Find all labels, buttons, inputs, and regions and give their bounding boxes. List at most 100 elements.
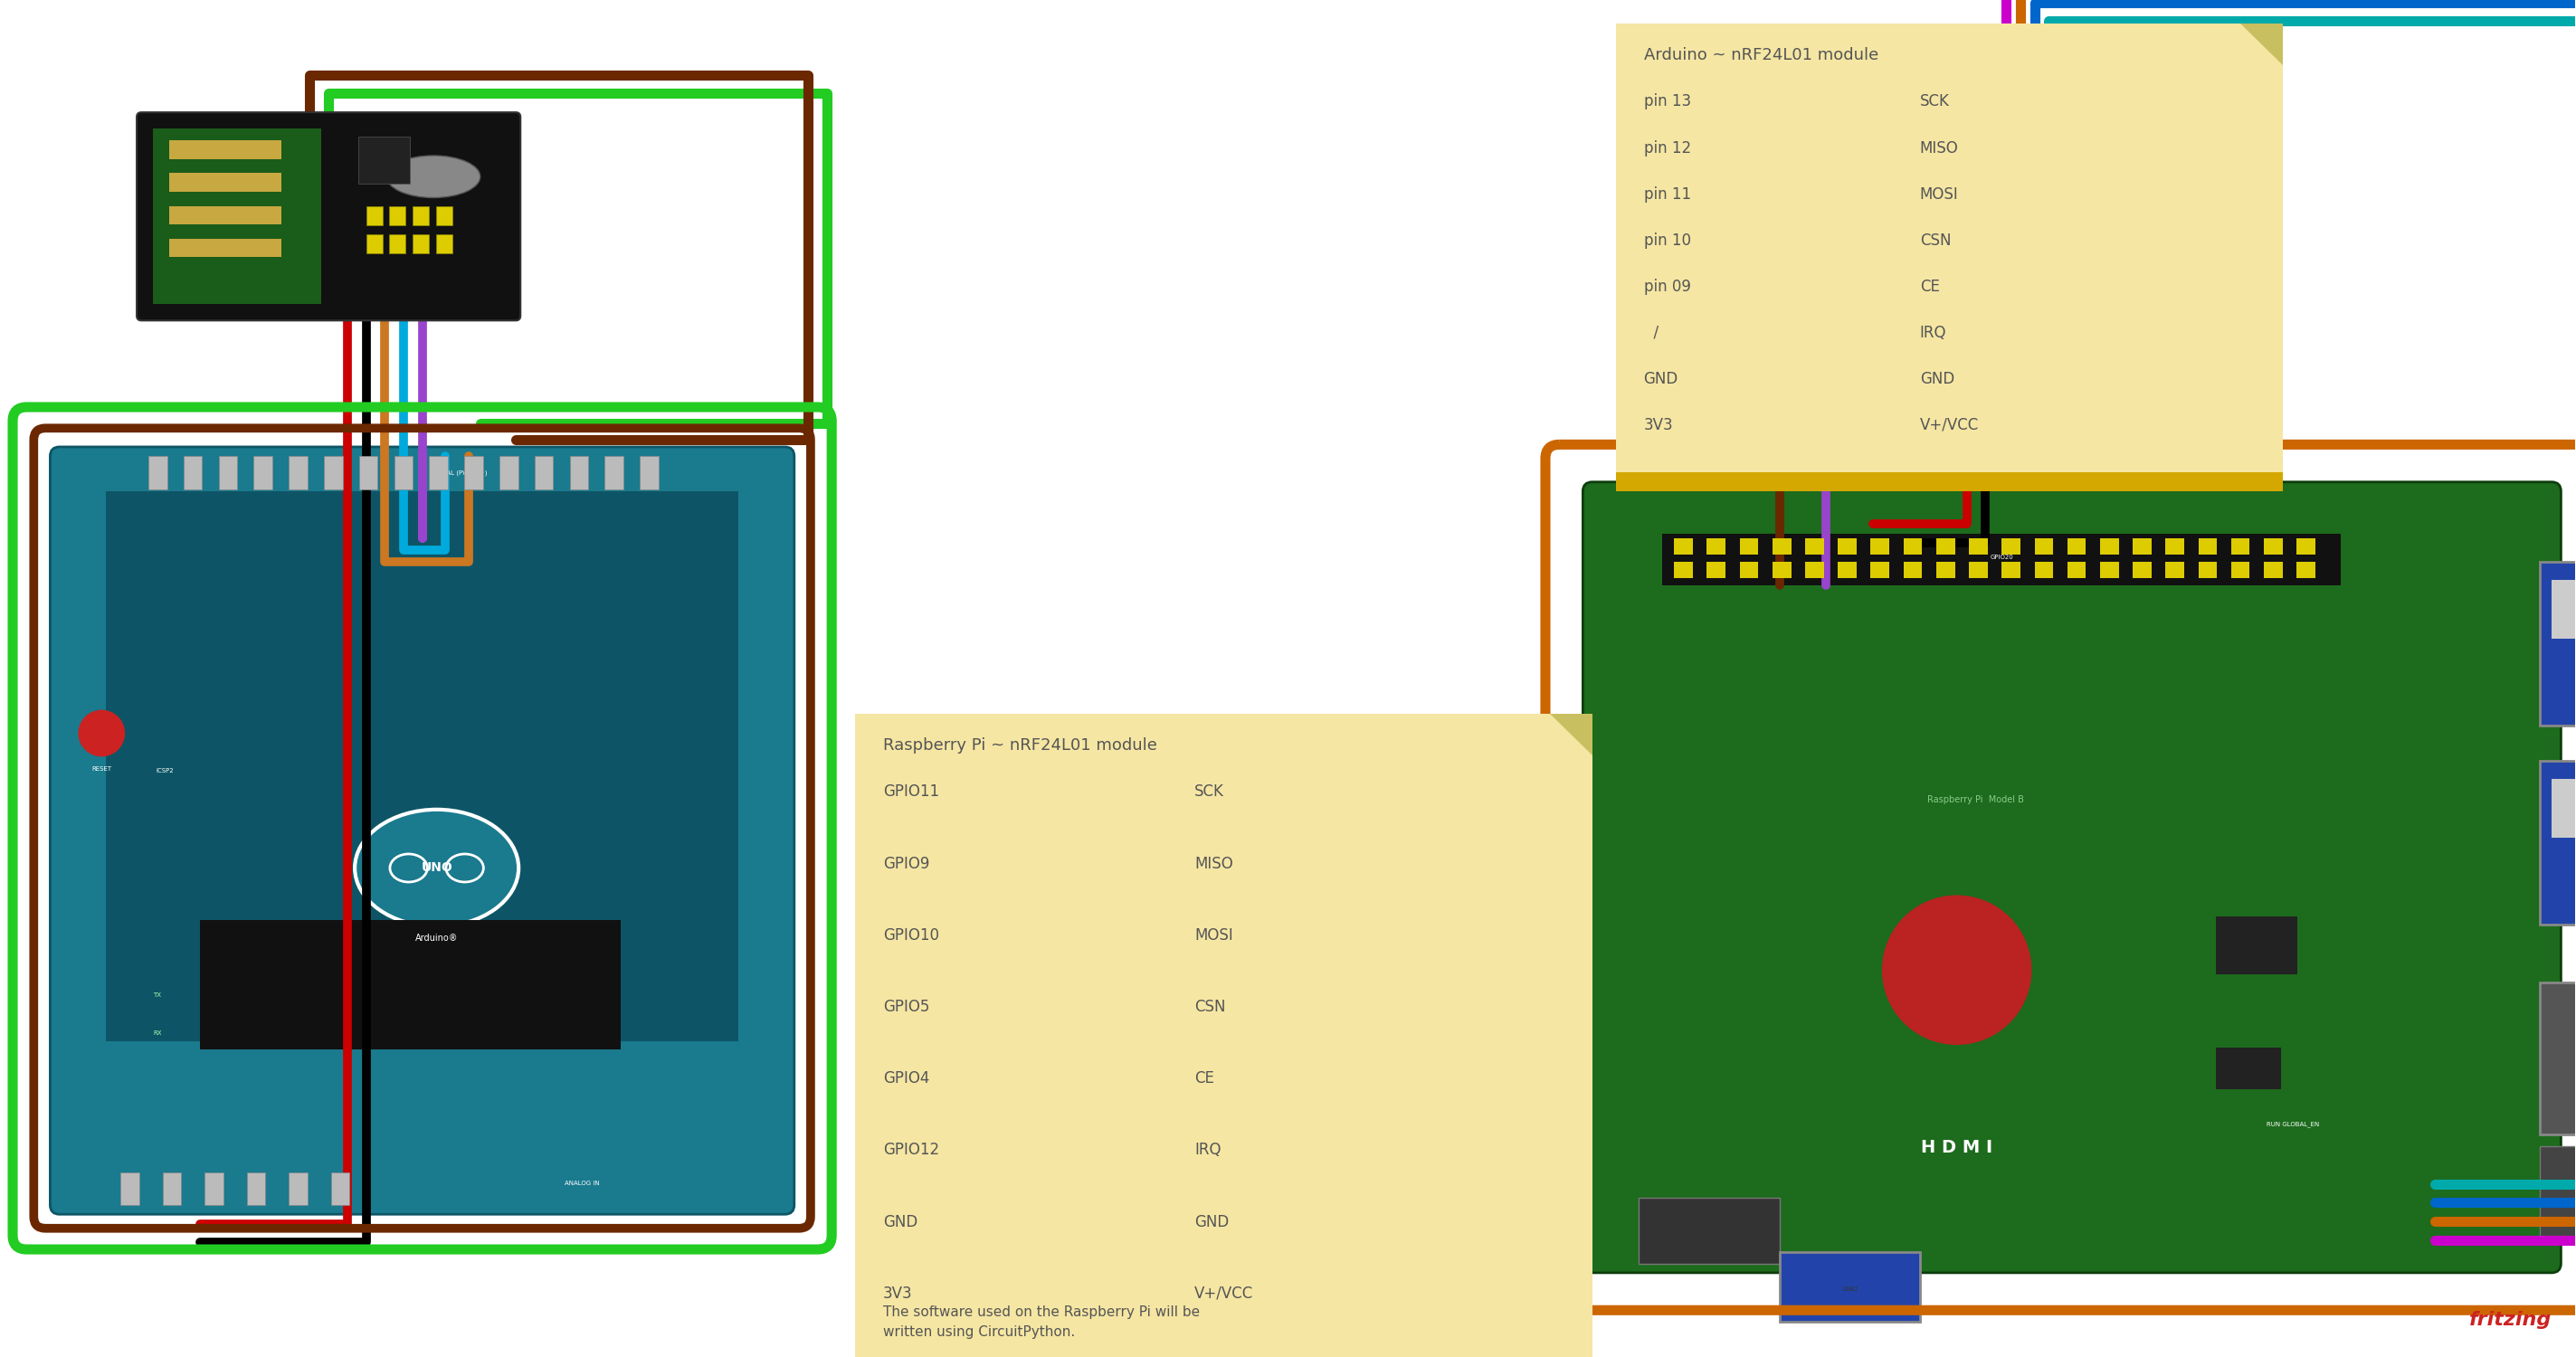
- Bar: [2002, 562, 2020, 578]
- Bar: [2133, 562, 2151, 578]
- Bar: [152, 129, 322, 304]
- Bar: [1662, 533, 2342, 585]
- Bar: [464, 456, 484, 489]
- Text: CE: CE: [1195, 1071, 1213, 1087]
- Bar: [2197, 562, 2218, 578]
- Text: /: /: [1643, 324, 1659, 341]
- Bar: [170, 140, 281, 159]
- Bar: [1790, 58, 1960, 233]
- Bar: [1937, 562, 1955, 578]
- Text: CSN: CSN: [1919, 232, 1950, 248]
- Bar: [2074, 136, 2092, 155]
- Bar: [1638, 1198, 1780, 1263]
- Bar: [366, 235, 381, 254]
- Bar: [1808, 71, 1919, 90]
- Bar: [204, 1172, 224, 1205]
- Bar: [2215, 1048, 2282, 1090]
- Bar: [1808, 168, 1919, 187]
- Text: RESET: RESET: [93, 765, 111, 771]
- Text: RX: RX: [152, 1030, 162, 1035]
- Bar: [162, 1172, 180, 1205]
- Text: V+/VCC: V+/VCC: [1919, 417, 1978, 433]
- Bar: [2074, 164, 2092, 183]
- Text: Raspberry Pi ~ nRF24L01 module: Raspberry Pi ~ nRF24L01 module: [884, 737, 1157, 753]
- Text: CE: CE: [1919, 278, 1940, 294]
- Text: 3V3: 3V3: [1643, 417, 1674, 433]
- Polygon shape: [2241, 23, 2282, 65]
- Bar: [2540, 1147, 2576, 1240]
- Bar: [2215, 916, 2298, 974]
- Bar: [106, 491, 739, 1041]
- Text: pin 11: pin 11: [1643, 186, 1690, 202]
- Text: GPIO4: GPIO4: [884, 1071, 930, 1087]
- FancyBboxPatch shape: [1582, 482, 2561, 1273]
- Text: MOSI: MOSI: [1919, 186, 1958, 202]
- Bar: [358, 456, 379, 489]
- Text: ICSP2: ICSP2: [157, 768, 173, 773]
- Text: IRQ: IRQ: [1919, 324, 1947, 341]
- Text: TX: TX: [152, 992, 162, 997]
- Bar: [2540, 760, 2576, 924]
- Bar: [1808, 103, 1919, 122]
- Bar: [252, 456, 273, 489]
- Bar: [183, 456, 204, 489]
- Text: GPIO12: GPIO12: [884, 1143, 940, 1159]
- Bar: [533, 456, 554, 489]
- Bar: [500, 456, 518, 489]
- Bar: [1968, 539, 1989, 555]
- Bar: [2004, 136, 2020, 155]
- Bar: [389, 206, 407, 225]
- Bar: [435, 235, 453, 254]
- Bar: [121, 1172, 139, 1205]
- FancyBboxPatch shape: [1775, 42, 2159, 250]
- FancyBboxPatch shape: [137, 113, 520, 320]
- Bar: [2298, 539, 2316, 555]
- Text: H D M I: H D M I: [1922, 1139, 1994, 1156]
- Bar: [2066, 562, 2087, 578]
- Bar: [170, 239, 281, 258]
- Bar: [2553, 581, 2576, 639]
- Bar: [1780, 1251, 1919, 1322]
- Text: UNO: UNO: [420, 862, 453, 874]
- Bar: [2066, 539, 2087, 555]
- Text: GND: GND: [1643, 370, 1680, 387]
- Bar: [2166, 562, 2184, 578]
- Bar: [2264, 539, 2282, 555]
- Text: RUN GLOBAL_EN: RUN GLOBAL_EN: [2267, 1121, 2318, 1128]
- Bar: [1870, 562, 1888, 578]
- Bar: [149, 456, 167, 489]
- FancyBboxPatch shape: [49, 446, 793, 1215]
- Bar: [2540, 982, 2576, 1134]
- Bar: [2004, 164, 2020, 183]
- Bar: [1904, 539, 1922, 555]
- Bar: [1739, 539, 1759, 555]
- Text: GPIO10: GPIO10: [884, 927, 940, 943]
- Bar: [394, 456, 412, 489]
- Bar: [412, 206, 430, 225]
- Bar: [366, 206, 381, 225]
- Text: IRQ: IRQ: [1195, 1143, 1221, 1159]
- Bar: [1996, 66, 2048, 114]
- Text: pin 09: pin 09: [1643, 278, 1690, 294]
- Bar: [1772, 539, 1790, 555]
- Text: Arduino®: Arduino®: [415, 934, 459, 943]
- Text: ANALOG IN: ANALOG IN: [564, 1181, 600, 1186]
- Text: GND: GND: [884, 1213, 917, 1229]
- Bar: [2050, 136, 2066, 155]
- Bar: [569, 456, 587, 489]
- Text: Raspberry Pi  Model B: Raspberry Pi Model B: [1927, 795, 2025, 805]
- Bar: [330, 1172, 350, 1205]
- Text: CSN: CSN: [1195, 999, 1226, 1015]
- Text: pin 13: pin 13: [1643, 94, 1690, 110]
- Text: 3V3: 3V3: [884, 1285, 912, 1301]
- Bar: [289, 456, 307, 489]
- Bar: [2099, 562, 2117, 578]
- Ellipse shape: [2025, 85, 2117, 128]
- Text: GPIO9: GPIO9: [884, 855, 930, 871]
- Text: The software used on the Raspberry Pi will be
written using CircuitPython.: The software used on the Raspberry Pi wi…: [884, 1305, 1200, 1339]
- FancyBboxPatch shape: [855, 714, 1592, 1357]
- Bar: [1904, 562, 1922, 578]
- Bar: [1708, 539, 1726, 555]
- Circle shape: [77, 710, 126, 757]
- Bar: [2050, 164, 2066, 183]
